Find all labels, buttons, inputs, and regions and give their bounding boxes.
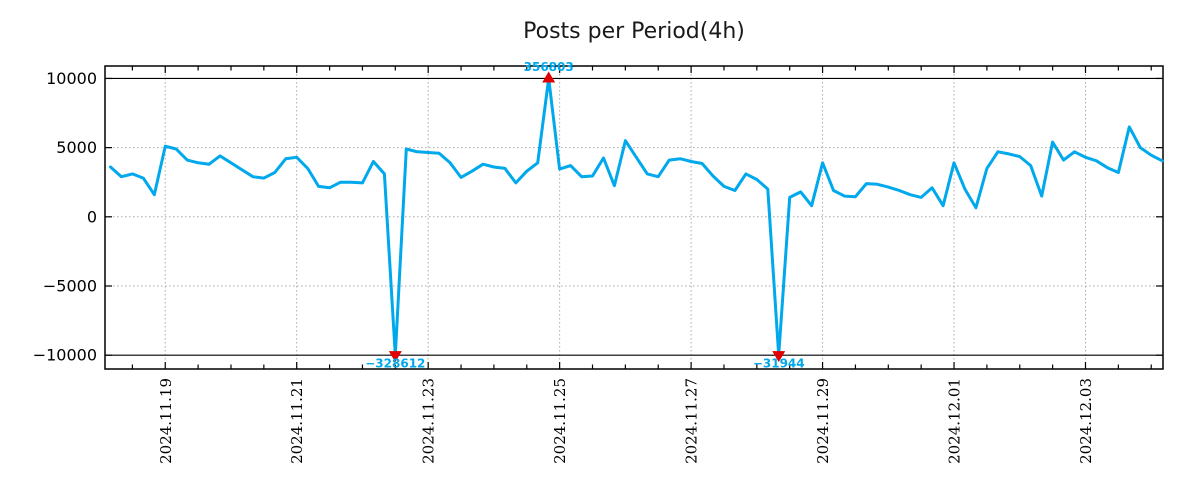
dip-caret-down-marker (388, 351, 402, 363)
y-tick-label: 5000 (56, 138, 97, 157)
tick-marks (105, 66, 1163, 369)
y-tick-label: −5000 (43, 276, 97, 295)
x-tick-label: 2024.11.27 (683, 378, 701, 464)
dip-value-label: −328612 (365, 357, 425, 371)
x-tick-label: 2024.11.21 (288, 378, 306, 464)
chart-title: Posts per Period(4h) (523, 19, 745, 44)
gridlines (105, 66, 1163, 369)
annotations: 356803 −328612 −31944 (365, 60, 804, 371)
dip-value-label: −31944 (753, 357, 805, 371)
y-tick-labels: 10000 5000 0 −5000 −10000 (33, 69, 97, 365)
y-tick-label: 0 (87, 207, 97, 226)
peak-value-label: 356803 (524, 60, 574, 74)
x-tick-label: 2024.11.19 (157, 378, 175, 464)
x-tick-label: 2024.12.01 (946, 378, 964, 464)
dip-caret-down-marker (772, 351, 786, 363)
x-tick-label: 2024.12.03 (1077, 378, 1095, 464)
peak-caret-up-marker (542, 71, 556, 83)
x-tick-label: 2024.11.29 (814, 378, 832, 464)
x-tick-label: 2024.11.25 (551, 378, 569, 464)
y-tick-label: −10000 (33, 346, 97, 365)
x-tick-labels: 2024.11.19 2024.11.21 2024.11.23 2024.11.25… (157, 378, 1095, 464)
y-tick-label: 10000 (46, 69, 97, 88)
series-line (109, 77, 1164, 357)
x-tick-label: 2024.11.23 (420, 378, 438, 464)
clip-limit-lines (105, 77, 1163, 356)
plot-border (104, 65, 1164, 370)
